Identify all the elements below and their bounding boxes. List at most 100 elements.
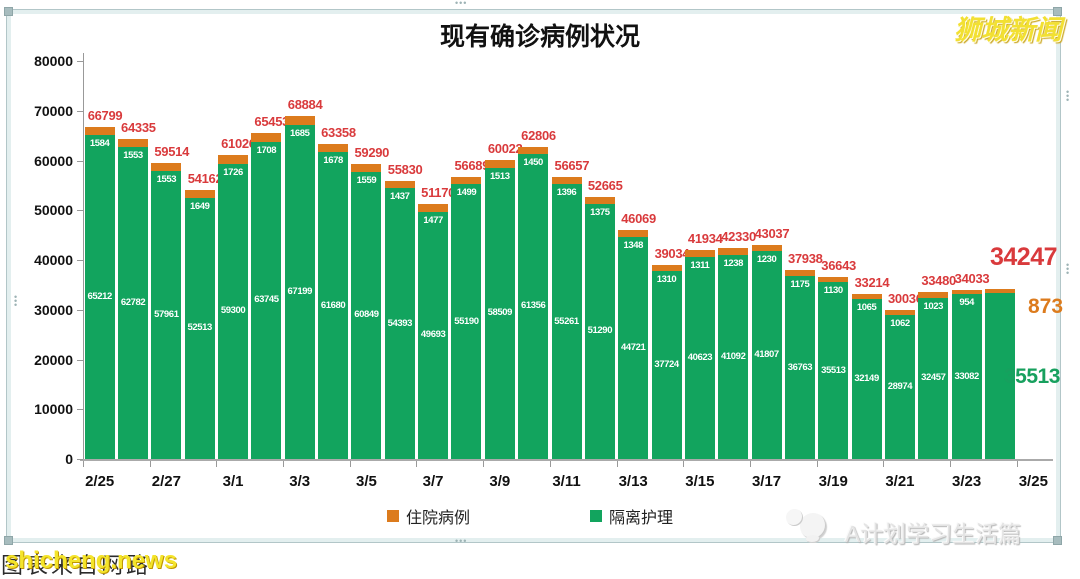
hospitalized-segment bbox=[918, 292, 949, 298]
bar-total-label: 41934 bbox=[687, 231, 723, 247]
bar-isolation-label: 63745 bbox=[254, 294, 279, 306]
y-tick-label: 30000 bbox=[34, 301, 73, 318]
y-axis-tick bbox=[77, 409, 83, 411]
bar-hospitalized-label: 1584 bbox=[89, 137, 110, 149]
x-tick-label: 3/11 bbox=[552, 473, 581, 490]
frame-handle-left-middle[interactable]: • • • bbox=[14, 292, 19, 310]
bar-total-label: 59514 bbox=[154, 143, 190, 159]
bar-isolation-label: 35513 bbox=[821, 364, 846, 376]
latest-total-label: 34247 bbox=[990, 243, 1058, 271]
hospitalized-segment bbox=[251, 133, 282, 142]
x-axis-tick bbox=[216, 461, 218, 467]
hospitalized-segment bbox=[851, 293, 882, 300]
bar-total-label: 62806 bbox=[521, 127, 556, 143]
hospitalized-segment bbox=[884, 309, 915, 315]
y-axis-tick bbox=[77, 210, 83, 212]
x-tick-label: 3/19 bbox=[818, 473, 848, 490]
stacked-bar-3/14 bbox=[651, 264, 682, 459]
bar-isolation-label: 44721 bbox=[621, 341, 646, 353]
legend-label-isolation: 隔离护理 bbox=[609, 510, 674, 527]
x-tick-label: 3/17 bbox=[751, 473, 782, 490]
stacked-bar-3/13 bbox=[618, 229, 649, 459]
frame-handle-right-middle[interactable]: • • • bbox=[1066, 260, 1071, 278]
stacked-bar-3/22 bbox=[918, 292, 949, 459]
x-tick-label: 3/21 bbox=[885, 473, 915, 490]
frame-handle-top-right[interactable] bbox=[1053, 7, 1062, 16]
x-axis-tick bbox=[283, 461, 285, 467]
stacked-bar-3/23 bbox=[951, 289, 982, 459]
frame-handle-right-upper[interactable]: • • • bbox=[1066, 87, 1071, 105]
y-tick-label: 70000 bbox=[34, 102, 73, 119]
hospitalized-segment bbox=[318, 143, 349, 153]
bar-hospitalized-label: 1238 bbox=[723, 257, 744, 269]
x-axis-tick bbox=[749, 461, 751, 467]
bar-total-label: 60022 bbox=[487, 141, 523, 157]
hospitalized-segment bbox=[684, 250, 715, 257]
bar-hospitalized-label: 1348 bbox=[623, 239, 643, 251]
bar-hospitalized-label: 1437 bbox=[390, 191, 410, 203]
bar-total-label: 42330 bbox=[721, 229, 756, 245]
hospitalized-segment bbox=[584, 196, 615, 204]
frame-handle-bottom-left[interactable] bbox=[4, 536, 13, 545]
frame-handle-bottom-right[interactable] bbox=[1053, 536, 1062, 545]
legend-item-isolation: 隔离护理 bbox=[590, 504, 673, 528]
x-tick-label: 3/1 bbox=[222, 473, 244, 490]
hospitalized-segment bbox=[351, 164, 382, 172]
x-axis-tick bbox=[883, 461, 885, 467]
bar-isolation-label: 65212 bbox=[87, 290, 112, 302]
bar-isolation-label: 57961 bbox=[154, 308, 179, 320]
bar-hospitalized-label: 1685 bbox=[289, 127, 310, 139]
bar-hospitalized-label: 1708 bbox=[256, 144, 277, 156]
hospitalized-segment bbox=[551, 177, 582, 185]
bar-isolation-label: 61680 bbox=[320, 299, 346, 311]
bar-hospitalized-label: 1311 bbox=[690, 259, 710, 271]
bar-total-label: 30036 bbox=[887, 290, 923, 306]
frame-handle-top-left[interactable] bbox=[4, 7, 13, 16]
frame-handle-bottom-center[interactable]: ••• bbox=[455, 536, 468, 546]
x-axis-tick bbox=[816, 461, 818, 467]
bar-isolation-label: 59300 bbox=[220, 305, 246, 317]
isolation-swatch-icon bbox=[590, 510, 602, 522]
bar-total-label: 36643 bbox=[821, 257, 856, 273]
hospitalized-segment bbox=[718, 248, 749, 255]
y-tick-label: 80000 bbox=[34, 53, 73, 69]
hospitalized-segment bbox=[484, 160, 515, 168]
stacked-bar-3/3 bbox=[284, 116, 315, 459]
bar-hospitalized-label: 1065 bbox=[856, 302, 877, 314]
x-axis-line bbox=[80, 459, 1053, 461]
bar-hospitalized-label: 1726 bbox=[223, 166, 243, 178]
x-tick-label: 3/13 bbox=[618, 473, 648, 490]
stacked-bar-3/12 bbox=[584, 196, 615, 459]
y-axis-tick bbox=[77, 61, 83, 62]
x-axis-tick bbox=[616, 461, 618, 467]
stacked-bar-3/8 bbox=[451, 176, 482, 459]
bar-isolation-label: 28974 bbox=[887, 380, 913, 392]
x-tick-label: 3/3 bbox=[289, 473, 311, 490]
y-axis-tick bbox=[77, 110, 83, 112]
bar-hospitalized-label: 1649 bbox=[189, 200, 210, 212]
frame-handle-top-center[interactable]: ••• bbox=[455, 0, 468, 8]
hospitalized-segment bbox=[818, 276, 849, 283]
bar-hospitalized-label: 1678 bbox=[323, 155, 343, 167]
bar-total-label: 46069 bbox=[621, 210, 656, 226]
bar-isolation-label: 52513 bbox=[187, 322, 213, 334]
legend-label-hospitalized: 住院病例 bbox=[405, 510, 470, 527]
latest-isolation-label: 35513 bbox=[1004, 365, 1060, 388]
bar-isolation-label: 60849 bbox=[354, 309, 379, 321]
hospitalized-segment bbox=[118, 138, 149, 147]
bar-total-label: 37938 bbox=[787, 251, 823, 267]
y-tick-label: 40000 bbox=[34, 252, 73, 268]
hospitalized-segment bbox=[151, 162, 182, 171]
bar-total-label: 51170 bbox=[421, 185, 456, 201]
bar-total-label: 34033 bbox=[954, 270, 990, 286]
bar-total-label: 33214 bbox=[854, 274, 890, 290]
stacked-bar-3/24 bbox=[985, 288, 1015, 459]
x-axis-tick bbox=[1016, 461, 1018, 467]
x-tick-label: 2/27 bbox=[151, 473, 181, 490]
y-tick-label: 10000 bbox=[34, 401, 73, 418]
bar-hospitalized-label: 1062 bbox=[890, 317, 910, 329]
bar-isolation-label: 36763 bbox=[787, 361, 813, 373]
bar-total-label: 63358 bbox=[321, 124, 356, 140]
chart-title: 现有确诊病例状况 bbox=[439, 23, 640, 51]
